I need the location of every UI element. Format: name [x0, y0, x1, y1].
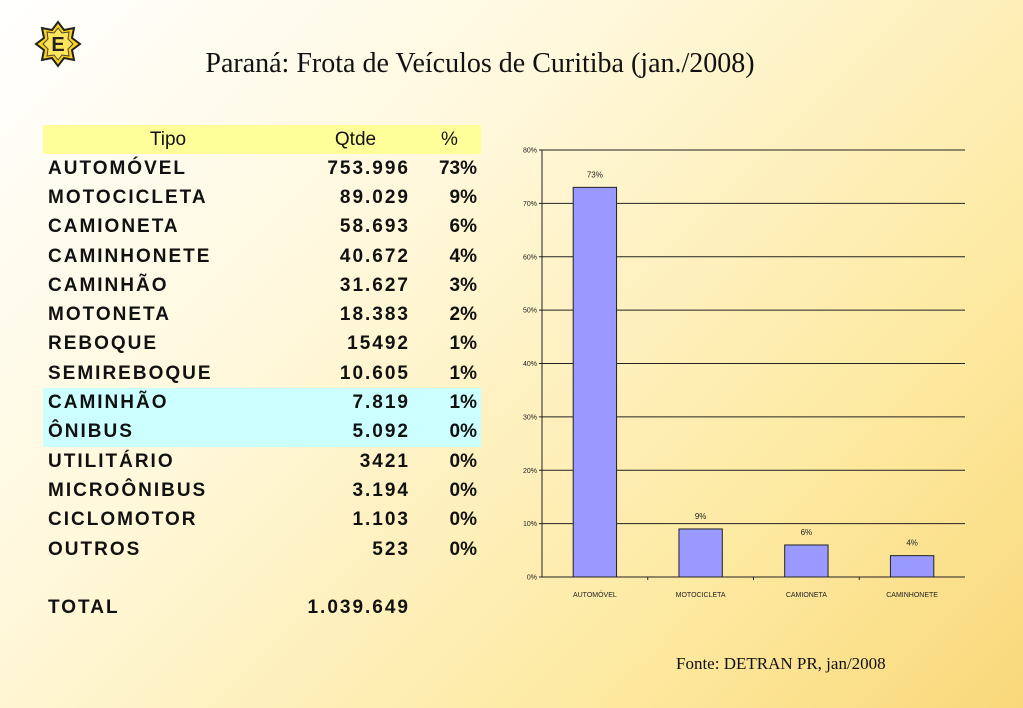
cell-tipo: MICROÔNIBUS [48, 479, 208, 501]
logo-letter: E [51, 34, 64, 56]
table-row: CAMINHONETE 40.672 4% [43, 242, 481, 271]
total-label: TOTAL [48, 596, 120, 618]
cell-qtde: 58.693 [339, 216, 410, 238]
x-tick-label: MOTOCICLETA [676, 592, 726, 599]
cell-qtde: 3421 [359, 450, 410, 472]
total-row: TOTAL 1.039.649 [43, 593, 481, 622]
y-tick-label: 50% [523, 308, 537, 315]
y-tick-label: 70% [523, 201, 537, 208]
cell-pct: 2% [449, 304, 477, 326]
cell-tipo: UTILITÁRIO [48, 450, 175, 472]
cell-tipo: CAMIONETA [48, 216, 180, 238]
cell-tipo: ÔNIBUS [43, 417, 293, 447]
table-row: ÔNIBUS 5.092 0% [43, 417, 481, 447]
data-label: 9% [695, 512, 707, 521]
y-tick-label: 80% [523, 148, 537, 155]
table-row: CAMINHÃO 31.627 3% [43, 271, 481, 300]
x-tick-label: CAMIONETA [786, 592, 827, 599]
y-tick-label: 20% [523, 468, 537, 475]
cell-qtde: 7.819 [293, 388, 418, 418]
table-spacer [43, 564, 481, 593]
data-label: 73% [587, 170, 603, 179]
table-header-row: Tipo Qtde % [43, 125, 481, 154]
table-row: MOTONETA 18.383 2% [43, 300, 481, 329]
cell-qtde: 523 [372, 538, 410, 560]
cell-tipo: AUTOMÓVEL [48, 157, 188, 179]
cell-pct: 0% [449, 509, 477, 531]
data-label: 6% [801, 528, 813, 537]
cell-tipo: MOTONETA [48, 304, 171, 326]
bar-chart: 0% 10% 20% 30% 40% 50% 60% 70% 80% 73% AUTOMÓVEL 9%… [523, 148, 965, 599]
table-row: CAMIONETA 58.693 6% [43, 213, 481, 242]
bar [572, 186, 618, 578]
y-tick-label: 0% [527, 575, 537, 582]
cell-qtde: 753.996 [327, 157, 410, 179]
cell-tipo: CICLOMOTOR [48, 509, 198, 531]
cell-pct: 0% [418, 417, 481, 447]
page-title: Paraná: Frota de Veículos de Curitiba (j… [205, 48, 755, 79]
table-row: CAMINHÃO 7.819 1% [43, 388, 481, 418]
header-pct: % [418, 125, 481, 154]
cell-pct: 4% [449, 245, 477, 267]
cell-qtde: 10.605 [339, 362, 410, 384]
cell-tipo: OUTROS [48, 538, 142, 560]
cell-pct: 73% [438, 157, 477, 179]
bar [678, 528, 723, 578]
y-tick-label: 30% [523, 414, 537, 421]
cell-tipo: CAMINHÃO [43, 388, 293, 418]
cell-tipo: MOTOCICLETA [48, 186, 208, 208]
cell-pct: 0% [449, 538, 477, 560]
total-qtde: 1.039.649 [307, 596, 410, 618]
cell-tipo: REBOQUE [48, 333, 159, 355]
bar [889, 555, 935, 578]
source-note: Fonte: DETRAN PR, jan/2008 [676, 654, 886, 673]
cell-pct: 9% [449, 186, 477, 208]
table-row: OUTROS 523 0% [43, 535, 481, 564]
table-body: AUTOMÓVEL 753.996 73% MOTOCICLETA 89.029 9% CA… [43, 154, 481, 622]
cell-pct: 6% [449, 216, 477, 238]
cell-tipo: CAMINHONETE [48, 245, 212, 267]
cell-pct: 0% [449, 450, 477, 472]
cell-pct: 1% [418, 388, 481, 418]
x-tick-label: AUTOMÓVEL [573, 590, 617, 599]
table-row: UTILITÁRIO 3421 0% [43, 447, 481, 476]
cell-qtde: 3.194 [352, 479, 410, 501]
y-tick-label: 40% [523, 361, 537, 368]
cell-qtde: 31.627 [339, 274, 410, 296]
table-row: MOTOCICLETA 89.029 9% [43, 183, 481, 212]
data-label: 4% [906, 539, 918, 548]
cell-qtde: 40.672 [339, 245, 410, 267]
cell-pct: 1% [449, 333, 477, 355]
table-row: AUTOMÓVEL 753.996 73% [43, 154, 481, 183]
vehicle-fleet-table: Tipo Qtde % AUTOMÓVEL 753.996 73% MOTOCICLE… [43, 125, 481, 622]
cell-qtde: 1.103 [352, 509, 410, 531]
header-tipo: Tipo [43, 125, 293, 154]
table-row: CICLOMOTOR 1.103 0% [43, 506, 481, 535]
cell-qtde: 89.029 [339, 186, 410, 208]
cell-tipo: SEMIREBOQUE [48, 362, 213, 384]
y-tick-label: 60% [523, 254, 537, 261]
total-pct [418, 593, 481, 622]
bar [784, 544, 829, 578]
cell-pct: 0% [449, 479, 477, 501]
y-tick-label: 10% [523, 521, 537, 528]
table-row: REBOQUE 15492 1% [43, 330, 481, 359]
header-qtde: Qtde [293, 125, 418, 154]
table-row: SEMIREBOQUE 10.605 1% [43, 359, 481, 388]
cell-pct: 3% [449, 274, 477, 296]
table-row: MICROÔNIBUS 3.194 0% [43, 476, 481, 505]
logo-icon: E [34, 20, 82, 68]
cell-tipo: CAMINHÃO [48, 274, 169, 296]
cell-qtde: 5.092 [293, 417, 418, 447]
cell-qtde: 15492 [347, 333, 410, 355]
x-tick-label: CAMINHONETE [886, 592, 938, 599]
cell-pct: 1% [449, 362, 477, 384]
cell-qtde: 18.383 [339, 304, 410, 326]
